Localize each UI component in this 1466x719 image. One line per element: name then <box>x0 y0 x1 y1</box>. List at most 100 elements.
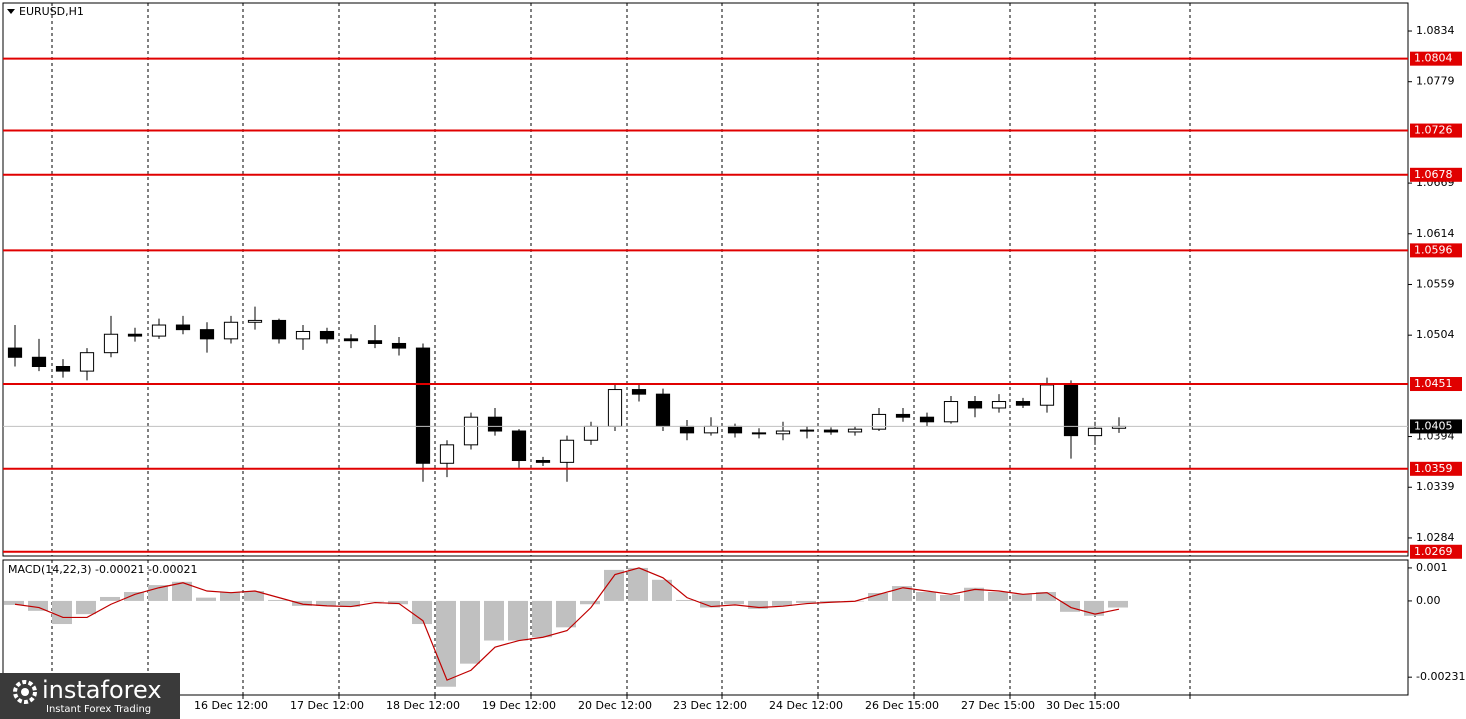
candle-body <box>799 429 815 432</box>
macd-bar <box>220 592 240 601</box>
level-label-box <box>1410 51 1462 66</box>
candle-body <box>319 330 335 340</box>
candle-body <box>271 319 287 340</box>
y-tick-label: 0.001 <box>1416 561 1448 574</box>
candle-body <box>847 428 863 433</box>
macd-bar <box>1108 600 1128 608</box>
logo-name: instaforex <box>42 676 162 704</box>
y-tick-label: 0.00 <box>1416 594 1441 607</box>
macd-bar <box>1036 592 1056 601</box>
candle-body <box>919 416 935 423</box>
candle-body <box>655 393 671 427</box>
macd-title: MACD(14,22,3) -0.00021 -0.00021 <box>8 563 197 576</box>
x-tick-label: 20 Dec 12:00 <box>578 699 652 712</box>
chart-title: EURUSD,H1 <box>19 5 84 18</box>
candle-body <box>943 401 959 423</box>
macd-bar <box>532 600 552 638</box>
x-tick-label: 19 Dec 12:00 <box>482 699 556 712</box>
candle-body <box>247 319 263 323</box>
candle-body <box>367 340 383 344</box>
macd-bar <box>604 569 624 601</box>
candle-body <box>559 439 575 463</box>
level-label-box <box>1410 461 1462 476</box>
y-tick-label: 1.0504 <box>1416 328 1455 341</box>
macd-bar <box>940 594 960 601</box>
level-label-box <box>1410 377 1462 392</box>
macd-bar <box>28 600 48 611</box>
x-tick-label: 24 Dec 12:00 <box>769 699 843 712</box>
level-label: 1.0804 <box>1414 52 1453 65</box>
macd-border <box>2 559 1409 696</box>
candle-body <box>439 444 455 464</box>
x-tick-label: 27 Dec 15:00 <box>961 699 1035 712</box>
candle-body <box>79 352 95 372</box>
logo-tagline: Instant Forex Trading <box>46 704 151 715</box>
macd-bar <box>340 600 360 607</box>
x-tick-label: 16 Dec 12:00 <box>194 699 268 712</box>
main-panel <box>2 2 1409 696</box>
level-label: 1.0359 <box>1414 462 1453 475</box>
level-label: 1.0269 <box>1414 545 1453 558</box>
y-tick-label: 1.0339 <box>1416 480 1455 493</box>
candle-body <box>55 366 71 372</box>
macd-bar <box>364 600 384 602</box>
y-tick-label: -0.00231 <box>1416 670 1465 683</box>
macd-bar <box>700 600 720 608</box>
y-tick-label: 1.0834 <box>1416 24 1455 37</box>
candle-body <box>1039 384 1055 406</box>
macd-bar <box>196 597 216 601</box>
candle-body <box>703 425 719 434</box>
y-tick-label: 1.0614 <box>1416 227 1455 240</box>
candle-body <box>751 432 767 435</box>
macd-bar <box>460 600 480 664</box>
macd-bar <box>76 600 96 615</box>
current-price-label: 1.0405 <box>1414 419 1453 432</box>
macd-bar <box>268 599 288 601</box>
candle-body <box>679 425 695 434</box>
logo: instaforex Instant Forex Trading <box>0 673 180 719</box>
level-label-box <box>1410 167 1462 182</box>
macd-bar <box>916 592 936 601</box>
candle-body <box>151 324 167 337</box>
macd-bar <box>988 592 1008 601</box>
level-label-box <box>1410 544 1462 559</box>
candle-body <box>1063 384 1079 437</box>
candle-body <box>175 324 191 331</box>
macd-bar <box>556 600 576 628</box>
candle-body <box>1087 427 1103 437</box>
candle-body <box>487 416 503 432</box>
x-tick-label: 26 Dec 15:00 <box>865 699 939 712</box>
macd-bar <box>388 600 408 605</box>
macd-bar <box>796 600 816 603</box>
macd-bar <box>868 593 888 601</box>
candle-body <box>511 430 527 462</box>
candle-body <box>7 347 23 358</box>
current-price-box <box>1410 419 1462 434</box>
y-tick-label: 1.0779 <box>1416 75 1455 88</box>
candle-body <box>415 347 431 464</box>
candle-body <box>31 356 47 368</box>
candle-body <box>343 338 359 342</box>
dropdown-arrow <box>7 9 15 14</box>
candle-body <box>871 413 887 430</box>
main-border <box>2 2 1409 557</box>
macd-bar <box>748 600 768 609</box>
x-tick-label: 18 Dec 12:00 <box>386 699 460 712</box>
logo-gear-center <box>21 688 29 696</box>
level-label: 1.0596 <box>1414 243 1453 256</box>
candle-body <box>391 342 407 349</box>
level-label: 1.0726 <box>1414 124 1453 137</box>
candle-body <box>127 333 143 337</box>
y-tick-label: 1.0284 <box>1416 531 1455 544</box>
level-label: 1.0678 <box>1414 168 1453 181</box>
macd-bar <box>508 600 528 641</box>
macd-bar <box>772 600 792 606</box>
candle-body <box>823 429 839 433</box>
level-label-box <box>1410 123 1462 138</box>
macd-bar <box>124 592 144 601</box>
macd-bar <box>412 600 432 625</box>
macd-bar <box>580 600 600 605</box>
macd-bar <box>316 600 336 606</box>
